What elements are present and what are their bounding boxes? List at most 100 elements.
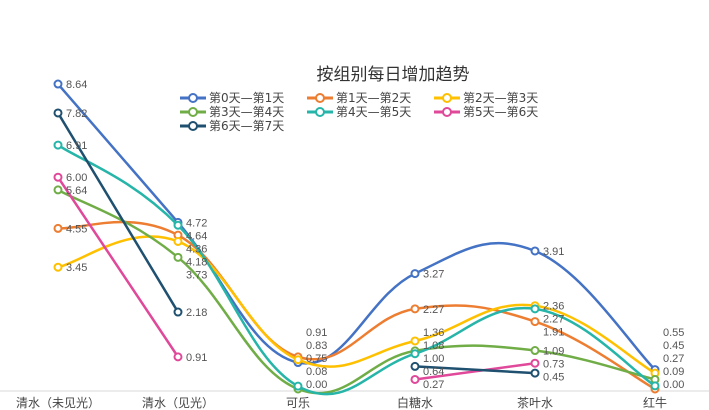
data-label: 0.27 (423, 379, 444, 391)
legend-label: 第2天—第3天 (463, 91, 538, 105)
legend-marker-icon (188, 107, 198, 117)
data-point[interactable] (173, 252, 183, 262)
data-point[interactable] (410, 361, 420, 371)
data-label: 6.91 (66, 140, 87, 152)
data-label: 0.45 (543, 372, 564, 384)
series-line (414, 361, 536, 381)
data-point[interactable] (530, 246, 540, 256)
data-point[interactable] (53, 185, 63, 195)
data-label: 0.91 (306, 327, 327, 339)
data-point[interactable] (410, 374, 420, 384)
data-point[interactable] (53, 172, 63, 182)
data-label: 1.09 (543, 346, 564, 358)
data-point[interactable] (410, 304, 420, 314)
data-point[interactable] (173, 307, 183, 317)
series-line (56, 176, 180, 358)
x-tick-label: 清水（见光） (142, 396, 214, 410)
series-line (57, 144, 656, 396)
data-label: 3.27 (423, 269, 444, 281)
data-label: 4.55 (66, 223, 87, 235)
series-3 (53, 185, 660, 395)
data-label: 2.27 (423, 304, 444, 316)
data-label: 3.45 (66, 262, 87, 274)
series-0 (53, 79, 660, 375)
data-point[interactable] (530, 358, 540, 368)
data-label: 7.82 (66, 108, 87, 120)
data-point[interactable] (530, 304, 540, 314)
series-line (57, 235, 656, 375)
data-label: 0.08 (306, 366, 327, 378)
data-point[interactable] (410, 269, 420, 279)
legend-item[interactable]: 第4天—第5天 (307, 105, 411, 119)
legend-marker-icon (188, 121, 198, 131)
legend-marker-icon (442, 93, 452, 103)
series-6 (53, 108, 540, 378)
data-label: 0.00 (663, 379, 684, 391)
legend-item[interactable]: 第1天—第2天 (307, 91, 411, 105)
data-label: 0.83 (306, 340, 327, 352)
data-label: 1.08 (423, 340, 444, 352)
legend-marker-icon (315, 107, 325, 117)
data-label: 0.91 (186, 352, 207, 364)
data-label: 1.91 (543, 327, 564, 339)
data-label-layer: 8.64 7.82 6.91 6.005.64 4.55 3.45 4.724.644.36… (66, 79, 684, 391)
data-label: 5.64 (66, 185, 87, 197)
data-point[interactable] (530, 368, 540, 378)
data-label: 0.73 (543, 359, 564, 371)
series-layer (53, 79, 660, 396)
data-point[interactable] (530, 317, 540, 327)
data-label: 0.75 (306, 353, 327, 365)
data-label: 2.27 (543, 314, 564, 326)
series-line (57, 83, 656, 371)
data-label: 0.27 (663, 353, 684, 365)
data-label: 0.45 (663, 340, 684, 352)
legend-item[interactable]: 第5天—第6天 (434, 105, 538, 119)
data-label: 4.72 (186, 217, 207, 229)
legend-marker-icon (315, 93, 325, 103)
data-point[interactable] (293, 381, 303, 391)
data-point[interactable] (410, 349, 420, 359)
data-label: 3.91 (543, 246, 564, 258)
series-1 (53, 220, 660, 394)
data-label: 6.00 (66, 172, 87, 184)
data-label: 0.09 (663, 366, 684, 378)
x-axis-categories: 清水（未见光） 清水（见光） 可乐 白糖水 茶叶水 红牛 (16, 395, 667, 410)
data-label: 4.36 (186, 243, 207, 255)
data-point[interactable] (53, 140, 63, 150)
data-point[interactable] (53, 262, 63, 272)
legend-label: 第0天—第1天 (209, 91, 284, 105)
data-label: 8.64 (66, 79, 87, 91)
legend-label: 第4天—第5天 (336, 105, 411, 119)
legend-label: 第5天—第6天 (463, 105, 538, 119)
data-point[interactable] (53, 79, 63, 89)
legend-item[interactable]: 第3天—第4天 (180, 105, 284, 119)
data-label: 1.00 (423, 353, 444, 365)
series-5 (53, 172, 540, 384)
data-point[interactable] (293, 355, 303, 365)
x-tick-label: 清水（未见光） (16, 396, 100, 410)
chart-title: 按组别每日增加趋势 (317, 65, 470, 85)
data-label: 0.55 (663, 327, 684, 339)
data-label: 4.18 (186, 256, 207, 268)
data-label: 0.00 (306, 379, 327, 391)
data-label: 2.18 (186, 307, 207, 319)
data-point[interactable] (53, 108, 63, 118)
data-point[interactable] (530, 346, 540, 356)
x-tick-label: 红牛 (643, 395, 667, 410)
data-point[interactable] (53, 223, 63, 233)
legend-label: 第3天—第4天 (209, 105, 284, 119)
data-point[interactable] (650, 381, 660, 391)
x-tick-label: 茶叶水 (517, 395, 553, 410)
data-point[interactable] (410, 336, 420, 346)
legend-item[interactable]: 第6天—第7天 (180, 119, 284, 133)
data-point[interactable] (173, 236, 183, 246)
legend-label: 第1天—第2天 (336, 91, 411, 105)
data-point[interactable] (173, 352, 183, 362)
data-point[interactable] (173, 220, 183, 230)
legend-item[interactable]: 第2天—第3天 (434, 91, 538, 105)
series-line (414, 365, 536, 375)
series-line (56, 112, 180, 313)
legend-item[interactable]: 第0天—第1天 (180, 91, 284, 105)
